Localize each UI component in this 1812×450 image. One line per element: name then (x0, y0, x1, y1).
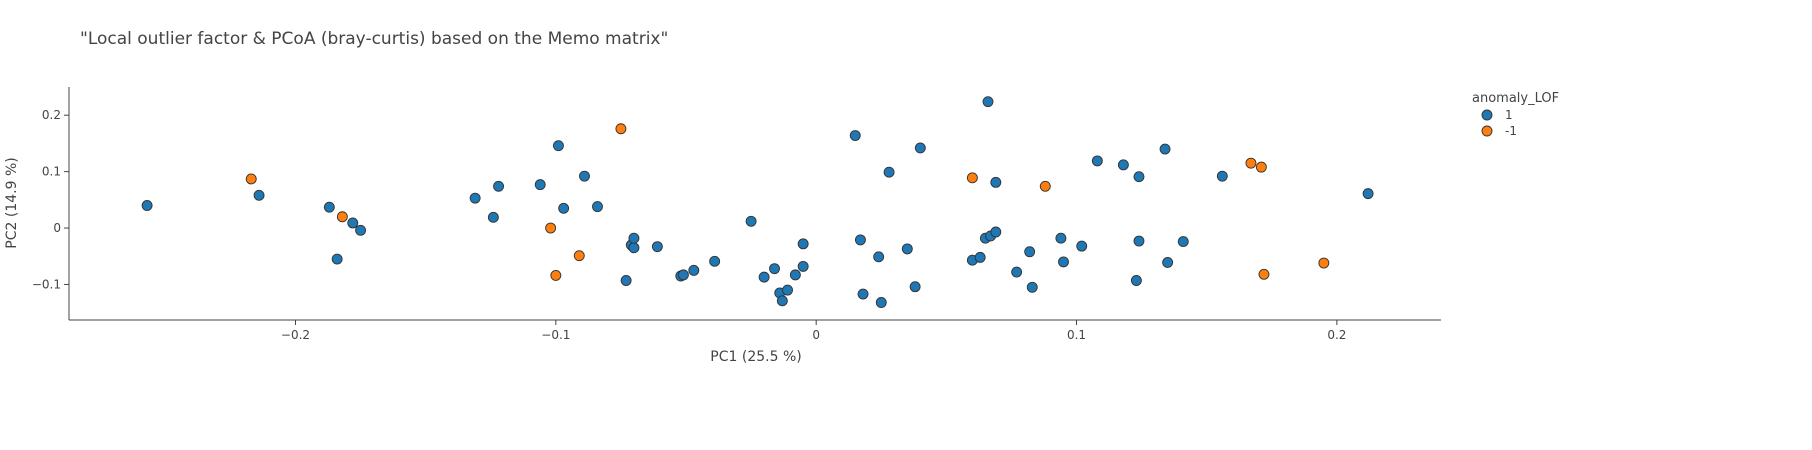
data-point[interactable] (1076, 240, 1088, 252)
legend-marker (1481, 109, 1493, 121)
data-point[interactable] (1318, 257, 1330, 269)
data-point[interactable] (615, 123, 627, 135)
data-point[interactable] (552, 140, 564, 152)
data-point[interactable] (651, 241, 663, 253)
data-point[interactable] (1362, 188, 1374, 200)
data-point[interactable] (901, 243, 913, 255)
data-point[interactable] (990, 176, 1002, 188)
y-axis-ticks: −0.1 0 0.1 0.2 (32, 108, 69, 291)
data-point[interactable] (769, 263, 780, 275)
data-point[interactable] (1039, 180, 1051, 192)
data-point[interactable] (253, 189, 265, 201)
chart-title: "Local outlier factor & PCoA (bray-curti… (80, 29, 668, 49)
data-point[interactable] (628, 232, 640, 244)
data-point[interactable] (1091, 155, 1103, 167)
data-point[interactable] (1133, 171, 1145, 183)
data-point[interactable] (709, 255, 721, 267)
data-point[interactable] (883, 166, 895, 178)
data-point[interactable] (1245, 157, 1257, 169)
x-axis-ticks: −0.2 −0.1 0 0.1 0.2 (281, 320, 1346, 342)
x-tick-label: 0.1 (1067, 328, 1086, 342)
data-point[interactable] (355, 224, 367, 236)
legend-item[interactable]: 1 (1481, 108, 1513, 122)
data-point[interactable] (776, 295, 788, 307)
y-tick-label: 0.1 (42, 165, 61, 179)
data-point[interactable] (550, 269, 562, 281)
y-tick-label: 0.2 (42, 108, 61, 122)
data-point[interactable] (854, 234, 866, 246)
legend-marker (1481, 125, 1493, 137)
data-point[interactable] (1024, 246, 1036, 258)
data-point[interactable] (745, 215, 757, 227)
data-point[interactable] (982, 96, 994, 108)
data-point[interactable] (1258, 268, 1270, 280)
x-tick-label: −0.2 (281, 328, 310, 342)
data-point[interactable] (1011, 266, 1023, 278)
data-point[interactable] (1162, 257, 1174, 268)
data-point[interactable] (534, 179, 546, 191)
data-point[interactable] (628, 242, 640, 254)
data-point[interactable] (797, 260, 809, 272)
x-tick-label: 0 (812, 328, 820, 342)
data-point[interactable] (245, 173, 257, 185)
data-point[interactable] (797, 238, 809, 250)
data-point[interactable] (1058, 256, 1069, 268)
data-point[interactable] (1055, 232, 1067, 244)
data-point[interactable] (909, 281, 921, 293)
data-point[interactable] (1159, 143, 1171, 155)
data-point[interactable] (558, 202, 570, 214)
data-point[interactable] (323, 201, 335, 213)
data-point[interactable] (857, 288, 869, 300)
data-point[interactable] (914, 142, 926, 154)
data-point[interactable] (545, 222, 557, 234)
data-point[interactable] (331, 253, 343, 265)
data-point[interactable] (336, 211, 348, 223)
data-point[interactable] (990, 226, 1002, 238)
legend-items[interactable]: 1-1 (1481, 108, 1517, 138)
data-point[interactable] (758, 271, 770, 283)
data-point[interactable] (487, 211, 499, 223)
data-point[interactable] (469, 192, 481, 204)
data-point[interactable] (620, 275, 632, 286)
data-point[interactable] (849, 130, 861, 141)
plot-area (141, 96, 1374, 308)
data-point[interactable] (966, 172, 978, 184)
x-tick-label: −0.1 (541, 328, 570, 342)
legend[interactable]: anomaly_LOF 1-1 (1472, 91, 1559, 138)
data-point[interactable] (782, 284, 793, 296)
y-axis-title: PC2 (14.9 %) (4, 157, 20, 248)
y-tick-label: 0 (53, 221, 61, 235)
data-point[interactable] (974, 251, 986, 263)
legend-title: anomaly_LOF (1472, 91, 1559, 106)
data-point[interactable] (789, 269, 801, 281)
data-point[interactable] (1130, 275, 1142, 286)
series--1 (245, 123, 1330, 281)
series-1 (141, 96, 1374, 308)
data-point[interactable] (1255, 161, 1267, 173)
data-point[interactable] (1026, 281, 1038, 293)
data-point[interactable] (493, 180, 505, 192)
legend-label: 1 (1505, 108, 1513, 122)
data-point[interactable] (347, 217, 359, 229)
data-point[interactable] (1133, 235, 1145, 247)
data-point[interactable] (592, 201, 603, 213)
data-point[interactable] (1117, 159, 1129, 171)
data-point[interactable] (573, 250, 585, 262)
data-point[interactable] (873, 251, 885, 263)
x-axis-title: PC1 (25.5 %) (710, 349, 801, 365)
legend-item[interactable]: -1 (1481, 124, 1517, 138)
y-tick-label: −0.1 (32, 277, 61, 291)
data-point[interactable] (875, 297, 887, 308)
data-point[interactable] (579, 170, 590, 182)
data-point[interactable] (141, 200, 153, 211)
legend-label: -1 (1505, 124, 1517, 138)
data-point[interactable] (1216, 170, 1228, 182)
data-point[interactable] (1177, 236, 1189, 248)
x-tick-label: 0.2 (1327, 328, 1346, 342)
data-point[interactable] (677, 269, 689, 281)
data-point[interactable] (688, 264, 700, 276)
